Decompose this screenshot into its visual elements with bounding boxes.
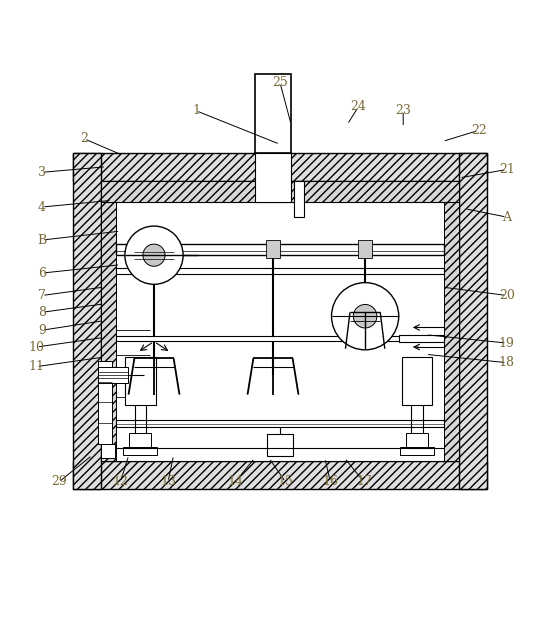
Bar — [255, 74, 291, 153]
Bar — [73, 461, 487, 488]
Bar — [73, 153, 101, 488]
Text: 18: 18 — [499, 356, 515, 369]
Text: 7: 7 — [38, 289, 46, 302]
Text: 9: 9 — [38, 324, 46, 337]
Bar — [73, 153, 487, 181]
Bar — [123, 447, 157, 455]
Bar — [101, 202, 116, 461]
Text: 10: 10 — [29, 340, 44, 353]
Circle shape — [143, 244, 165, 266]
Text: 15: 15 — [278, 475, 293, 488]
Bar — [101, 444, 115, 458]
Text: 4: 4 — [38, 201, 46, 214]
Circle shape — [332, 283, 399, 350]
Bar — [98, 366, 128, 383]
Text: 2: 2 — [80, 132, 88, 145]
Bar — [402, 357, 432, 405]
Bar — [101, 181, 459, 202]
Text: 11: 11 — [29, 360, 44, 373]
Bar — [98, 361, 112, 444]
Bar — [294, 181, 304, 217]
Bar — [267, 434, 292, 456]
Bar — [116, 244, 444, 255]
Bar — [266, 240, 280, 258]
Text: 19: 19 — [499, 337, 515, 350]
Text: 21: 21 — [499, 163, 515, 176]
Bar — [125, 357, 156, 405]
Text: 13: 13 — [160, 475, 176, 488]
Bar — [358, 240, 372, 258]
Bar — [116, 267, 444, 274]
Text: 20: 20 — [499, 289, 515, 302]
Text: 22: 22 — [471, 124, 487, 137]
Text: A: A — [502, 210, 511, 223]
Text: 14: 14 — [227, 475, 243, 488]
Text: 3: 3 — [38, 166, 46, 179]
Bar — [444, 202, 459, 461]
Text: 6: 6 — [38, 267, 46, 280]
Text: 23: 23 — [395, 104, 411, 117]
Bar — [405, 433, 428, 448]
Bar — [255, 153, 291, 202]
Bar — [459, 153, 487, 488]
Text: 17: 17 — [356, 475, 372, 488]
Circle shape — [125, 226, 183, 284]
Bar — [116, 420, 444, 427]
Circle shape — [353, 305, 377, 328]
Text: 8: 8 — [38, 306, 46, 319]
Text: 1: 1 — [192, 104, 200, 117]
Text: 16: 16 — [323, 475, 338, 488]
Bar — [129, 433, 151, 448]
Text: B: B — [38, 233, 46, 246]
Bar — [399, 335, 444, 342]
Text: 24: 24 — [351, 100, 366, 113]
Bar — [400, 447, 433, 455]
Bar — [116, 336, 444, 342]
Text: 12: 12 — [113, 475, 128, 488]
Text: 29: 29 — [51, 475, 67, 488]
Bar — [101, 181, 459, 461]
Text: 25: 25 — [272, 76, 288, 89]
